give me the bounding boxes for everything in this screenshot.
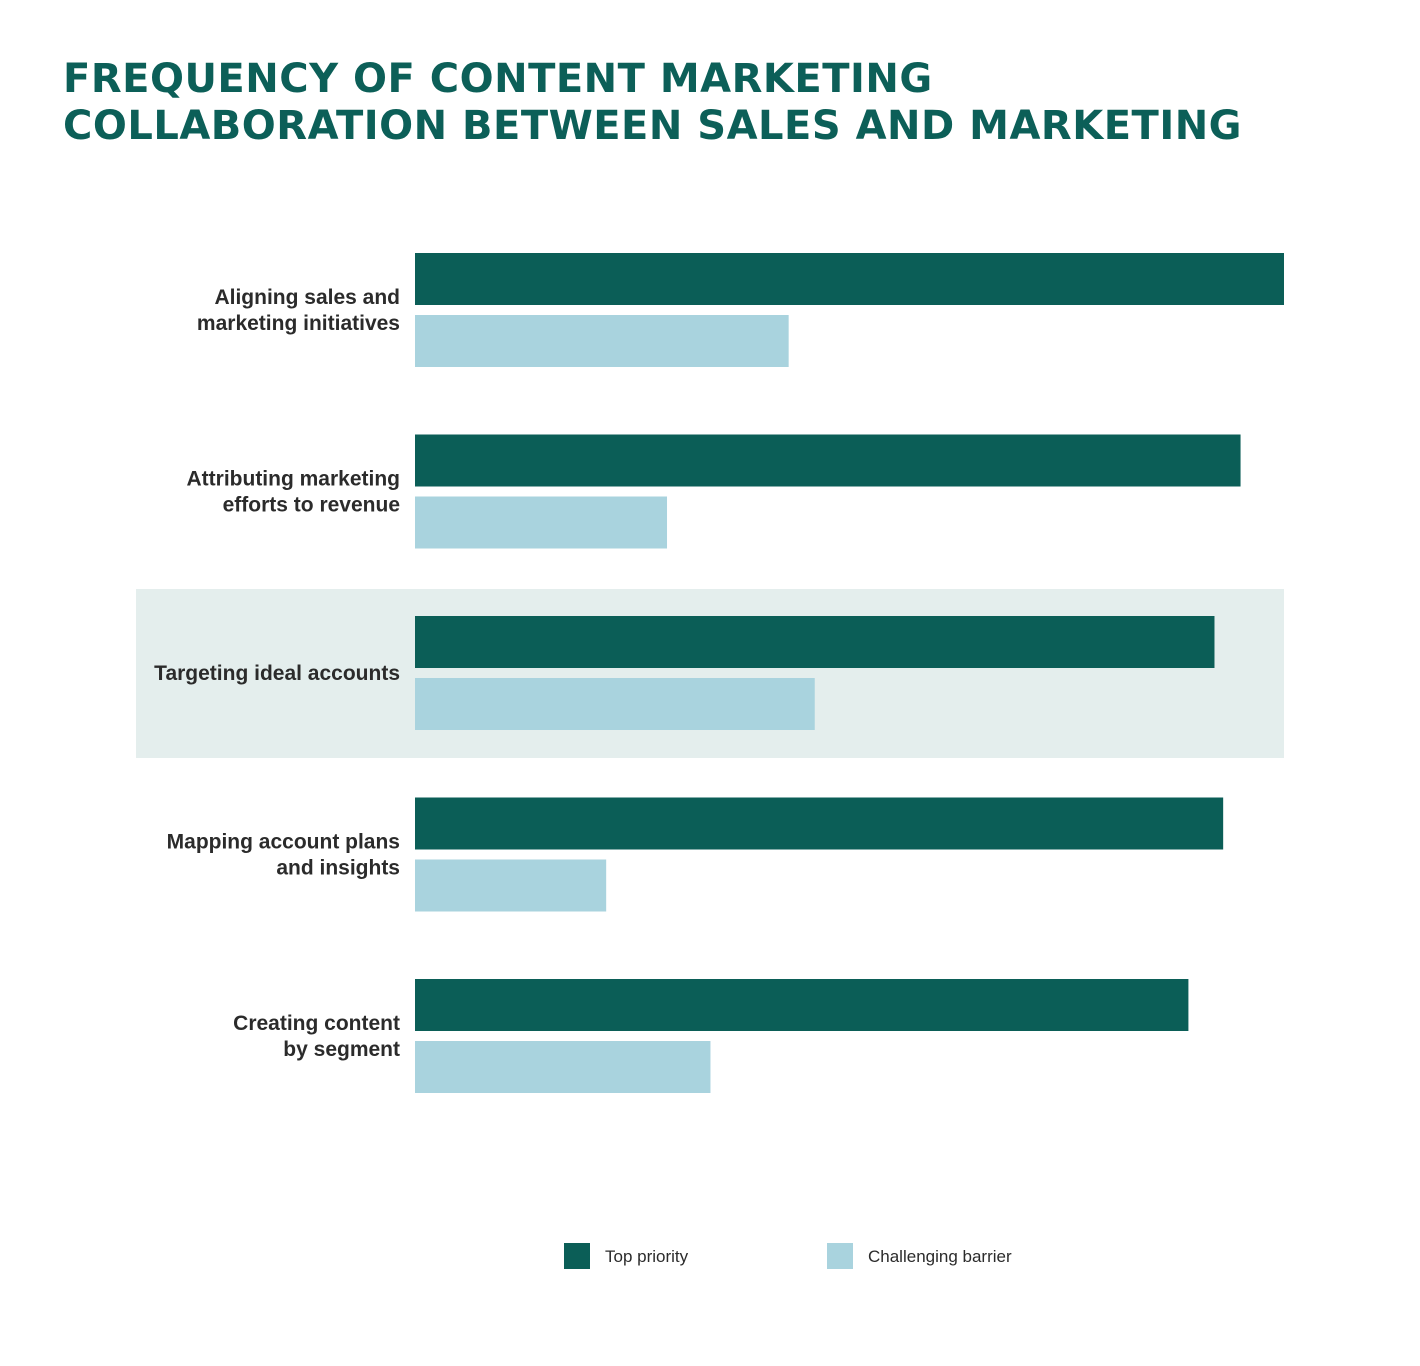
category-label: Attributing marketing efforts to revenue [187, 468, 401, 517]
bar-challenging-barrier [415, 1041, 711, 1093]
category-label: Targeting ideal accounts [154, 662, 400, 685]
bar-challenging-barrier [415, 496, 668, 549]
legend-swatch-top-priority [564, 1243, 590, 1269]
chart-title-line-2: COLLABORATION BETWEEN SALES AND MARKETIN… [63, 103, 1243, 149]
category-label-line: and insights [276, 857, 400, 880]
category-label-line: Aligning sales and [214, 286, 400, 309]
legend-swatch-challenging-barrier [827, 1243, 853, 1269]
chart-title: FREQUENCY OF CONTENT MARKETING COLLABORA… [63, 56, 1242, 150]
bar-top-priority [415, 979, 1189, 1031]
category-label-line: by segment [283, 1038, 400, 1061]
category-label: Creating content by segment [233, 1012, 400, 1061]
bar-top-priority [415, 434, 1241, 487]
bar-top-priority [415, 616, 1215, 668]
legend-label-top-priority: Top priority [605, 1247, 689, 1266]
bar-top-priority [415, 253, 1284, 305]
bar-challenging-barrier [415, 315, 789, 367]
bar-challenging-barrier [415, 678, 815, 730]
legend-label-challenging-barrier: Challenging barrier [868, 1247, 1012, 1266]
bar-top-priority [415, 797, 1224, 850]
bar-challenging-barrier [415, 859, 607, 912]
category-label-line: Attributing marketing [187, 468, 401, 491]
category-label-line: Creating content [233, 1012, 400, 1035]
category-label: Aligning sales and marketing initiatives [197, 286, 400, 335]
chart-title-line-1: FREQUENCY OF CONTENT MARKETING [63, 56, 933, 102]
category-label-line: Mapping account plans [167, 831, 400, 854]
category-label-line: marketing initiatives [197, 312, 400, 335]
category-label-line: Targeting ideal accounts [154, 662, 400, 685]
category-label-line: efforts to revenue [223, 494, 400, 517]
category-label: Mapping account plans and insights [167, 831, 400, 880]
